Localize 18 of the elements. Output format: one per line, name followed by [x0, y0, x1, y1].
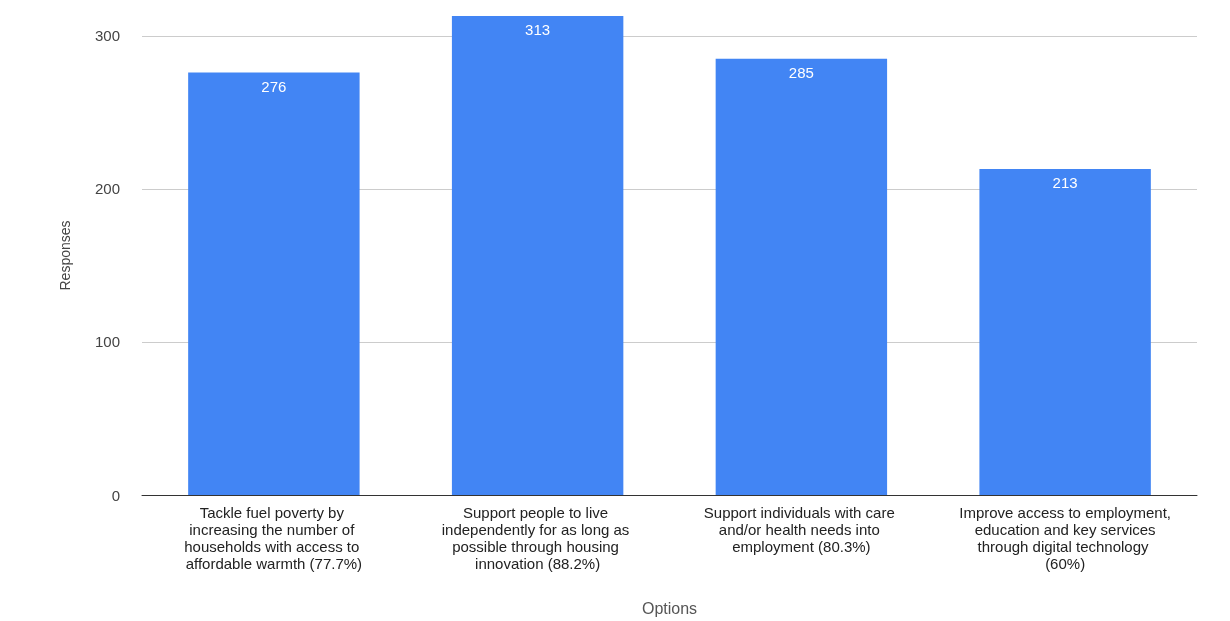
bar [715, 58, 888, 495]
y-axis-title: Responses [57, 220, 73, 291]
x-tick-label: Support individuals with care and/or health needs into employment (80.3%) [703, 504, 899, 555]
bar [188, 72, 360, 495]
y-tick-label: 0 [111, 486, 120, 504]
bar [979, 169, 1151, 495]
y-tick-label: 200 [94, 180, 120, 198]
x-axis-title: Options [641, 599, 698, 617]
data-label: 213 [1052, 174, 1078, 192]
x-tick-label: Support people to live independently for as long as possible through housing innovation (88.2%) [441, 504, 634, 572]
data-label: 313 [525, 21, 551, 38]
x-tick-label: Improve access to employment, education and key services through digital technology (60%) [959, 504, 1172, 572]
data-label: 276 [261, 77, 287, 95]
y-tick-label: 300 [94, 27, 120, 45]
y-tick-label: 100 [94, 333, 120, 351]
x-tick-label: Tackle fuel poverty by increasing the number of households with access to affordable warmth (77.7%) [184, 504, 364, 572]
bar [451, 16, 624, 495]
data-label: 285 [788, 63, 814, 81]
